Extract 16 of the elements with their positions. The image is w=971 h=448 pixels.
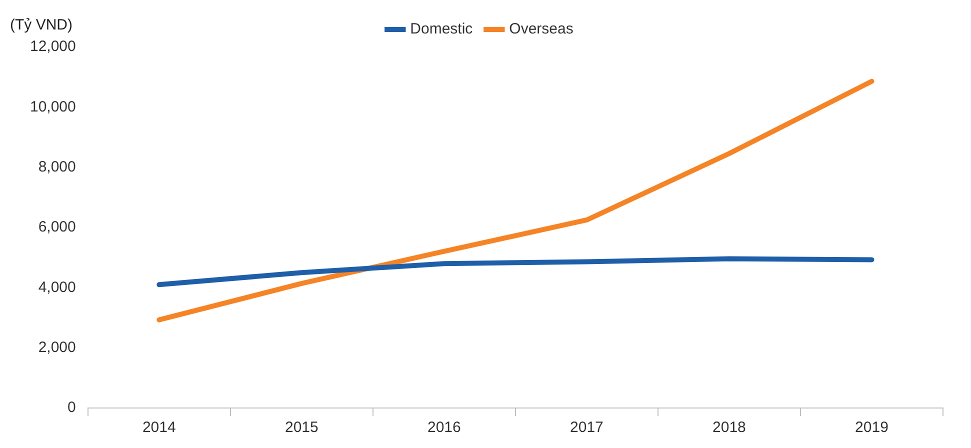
y-axis-title: (Tỷ VND) — [10, 16, 72, 34]
x-tick-label: 2014 — [142, 419, 176, 436]
x-tick-label: 2018 — [712, 419, 746, 436]
y-tick-label: 6,000 — [38, 218, 76, 236]
x-tick-label: 2015 — [284, 419, 318, 436]
x-tick-label: 2016 — [427, 419, 461, 436]
legend-label: Overseas — [509, 20, 574, 38]
y-tick-label: 8,000 — [38, 158, 76, 176]
x-tick-label: 2019 — [855, 419, 888, 436]
legend-label: Domestic — [410, 20, 474, 38]
y-tick-label: 2,000 — [38, 338, 76, 356]
y-tick-label: 0 — [68, 399, 76, 416]
x-tick-label: 2017 — [570, 419, 604, 436]
y-tick-label: 10,000 — [30, 98, 76, 116]
y-tick-label: 4,000 — [38, 278, 76, 296]
y-tick-label: 12,000 — [30, 38, 76, 56]
